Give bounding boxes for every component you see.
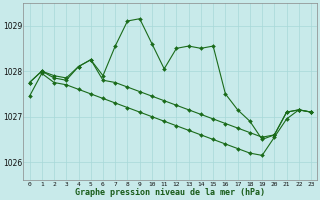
X-axis label: Graphe pression niveau de la mer (hPa): Graphe pression niveau de la mer (hPa) xyxy=(75,188,265,197)
